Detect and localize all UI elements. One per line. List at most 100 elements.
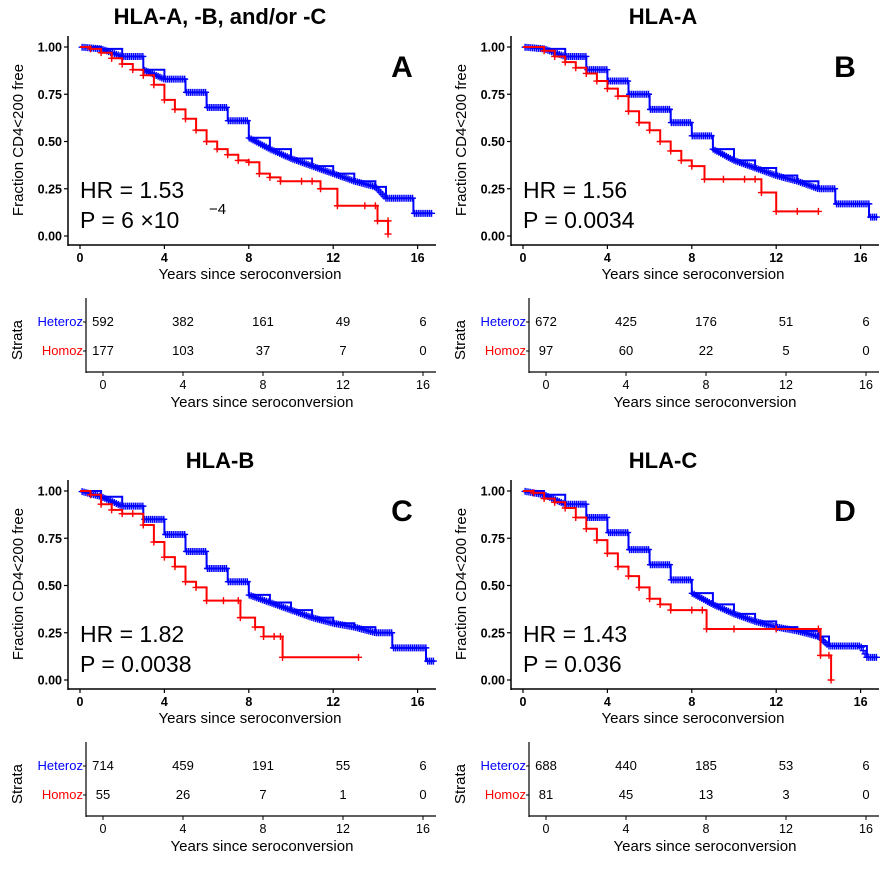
censor-mark-heteroz	[686, 119, 694, 127]
censor-mark-homoz	[171, 105, 179, 113]
risk-table-count: 81	[539, 787, 553, 802]
risk-table-row-label: Homoz	[485, 343, 526, 358]
censor-mark-homoz	[677, 156, 685, 164]
panel-title: HLA-C	[629, 448, 698, 473]
censor-mark-homoz	[160, 553, 168, 561]
censor-mark-heteroz	[243, 578, 251, 586]
panel-label: D	[834, 495, 856, 528]
risk-table-count: 6	[419, 758, 426, 773]
censor-mark-homoz	[703, 625, 711, 633]
risk-table-x-tick-label: 4	[623, 378, 630, 392]
censor-mark-homoz	[814, 207, 822, 215]
risk-table-x-axis-label: Years since seroconversion	[614, 838, 797, 855]
x-tick-label: 4	[161, 695, 168, 709]
censor-mark-homoz	[698, 606, 706, 614]
censor-mark-homoz	[825, 651, 833, 659]
risk-table-count: 1	[339, 787, 346, 802]
censor-mark-homoz	[87, 491, 95, 499]
censor-mark-heteroz	[422, 644, 430, 652]
censor-mark-homoz	[593, 536, 601, 544]
risk-table-x-tick-label: 0	[100, 378, 107, 392]
panel-title: HLA-A	[629, 4, 698, 29]
risk-table-count: 55	[96, 787, 110, 802]
panel-title: HLA-A, -B, and/or -C	[114, 4, 327, 29]
risk-table-x-tick-label: 16	[416, 822, 430, 836]
censor-mark-homoz	[656, 600, 664, 608]
x-tick-label: 4	[161, 251, 168, 265]
censor-mark-homoz	[129, 510, 137, 518]
x-tick-label: 8	[245, 695, 252, 709]
censor-mark-heteroz	[603, 513, 611, 521]
y-tick-label: 0.50	[38, 135, 62, 149]
x-axis-label: Years since seroconversion	[159, 710, 342, 727]
y-tick-label: 0.50	[481, 579, 505, 593]
risk-table-row-label: Homoz	[42, 343, 83, 358]
censor-mark-heteroz	[429, 657, 437, 665]
risk-table-count: 440	[615, 758, 637, 773]
y-axis-label: Fraction CD4<200 free	[453, 64, 470, 216]
censor-mark-homoz	[374, 217, 382, 225]
y-tick-label: 0.75	[38, 88, 62, 102]
censor-mark-homoz	[582, 525, 590, 533]
censor-mark-homoz	[551, 498, 559, 506]
risk-table-count: 103	[172, 343, 194, 358]
censor-mark-homoz	[118, 60, 126, 68]
risk-table-x-tick-label: 12	[336, 378, 350, 392]
censor-mark-homoz	[635, 583, 643, 591]
censor-mark-homoz	[730, 625, 738, 633]
censor-mark-heteroz	[872, 213, 880, 221]
p-value-text: P = 6 ×10	[80, 207, 179, 233]
censor-mark-homoz	[203, 138, 211, 145]
x-tick-label: 12	[769, 251, 783, 265]
risk-table-x-tick-label: 8	[703, 378, 710, 392]
risk-table-count: 51	[779, 314, 793, 329]
hazard-ratio-text: HR = 1.43	[523, 621, 627, 647]
x-tick-label: 16	[854, 695, 868, 709]
censor-mark-homoz	[260, 633, 268, 641]
risk-table-count: 6	[862, 314, 869, 329]
censor-mark-homoz	[129, 66, 137, 74]
censor-mark-homoz	[276, 633, 284, 641]
risk-table-x-axis-label: Years since seroconversion	[171, 394, 354, 411]
y-tick-label: 0.00	[481, 674, 505, 688]
risk-table-x-axis-label: Years since seroconversion	[171, 838, 354, 855]
x-tick-label: 0	[77, 251, 84, 265]
censor-mark-homoz	[572, 513, 580, 521]
risk-table-x-tick-label: 4	[180, 378, 187, 392]
risk-table-x-tick-label: 0	[543, 378, 550, 392]
censor-mark-heteroz	[388, 629, 396, 637]
censor-mark-homoz	[635, 119, 643, 127]
risk-table-x-tick-label: 16	[859, 822, 873, 836]
censor-mark-homoz	[317, 185, 325, 193]
censor-mark-homoz	[108, 54, 116, 62]
censor-mark-homoz	[772, 625, 780, 633]
y-tick-label: 0.25	[38, 626, 62, 640]
censor-mark-homoz	[251, 623, 259, 631]
censor-mark-homoz	[561, 504, 569, 512]
censor-mark-homoz	[182, 115, 189, 123]
x-tick-label: 0	[77, 695, 84, 709]
y-tick-label: 0.00	[38, 674, 62, 688]
p-value-text: P = 0.0034	[523, 207, 635, 233]
censor-mark-homoz	[551, 52, 559, 60]
risk-table-x-tick-label: 12	[779, 378, 793, 392]
risk-table-count: 191	[252, 758, 274, 773]
x-axis-label: Years since seroconversion	[159, 266, 342, 283]
y-axis-label: Fraction CD4<200 free	[10, 64, 27, 216]
censor-mark-heteroz	[686, 576, 694, 584]
censor-mark-heteroz	[181, 75, 189, 83]
panel-title: HLA-B	[186, 448, 254, 473]
censor-mark-homoz	[700, 175, 708, 183]
censor-mark-homoz	[266, 173, 274, 181]
y-tick-label: 0.50	[481, 135, 505, 149]
censor-mark-heteroz	[139, 502, 147, 510]
risk-table-count: 688	[535, 758, 557, 773]
risk-table-x-tick-label: 4	[180, 822, 187, 836]
censor-mark-heteroz	[872, 653, 880, 661]
censor-mark-homoz	[614, 563, 622, 571]
censor-mark-homoz	[108, 506, 116, 514]
y-axis-label: Fraction CD4<200 free	[10, 508, 27, 660]
x-tick-label: 4	[604, 251, 611, 265]
censor-mark-homoz	[298, 177, 306, 185]
risk-table-count: 177	[92, 343, 114, 358]
